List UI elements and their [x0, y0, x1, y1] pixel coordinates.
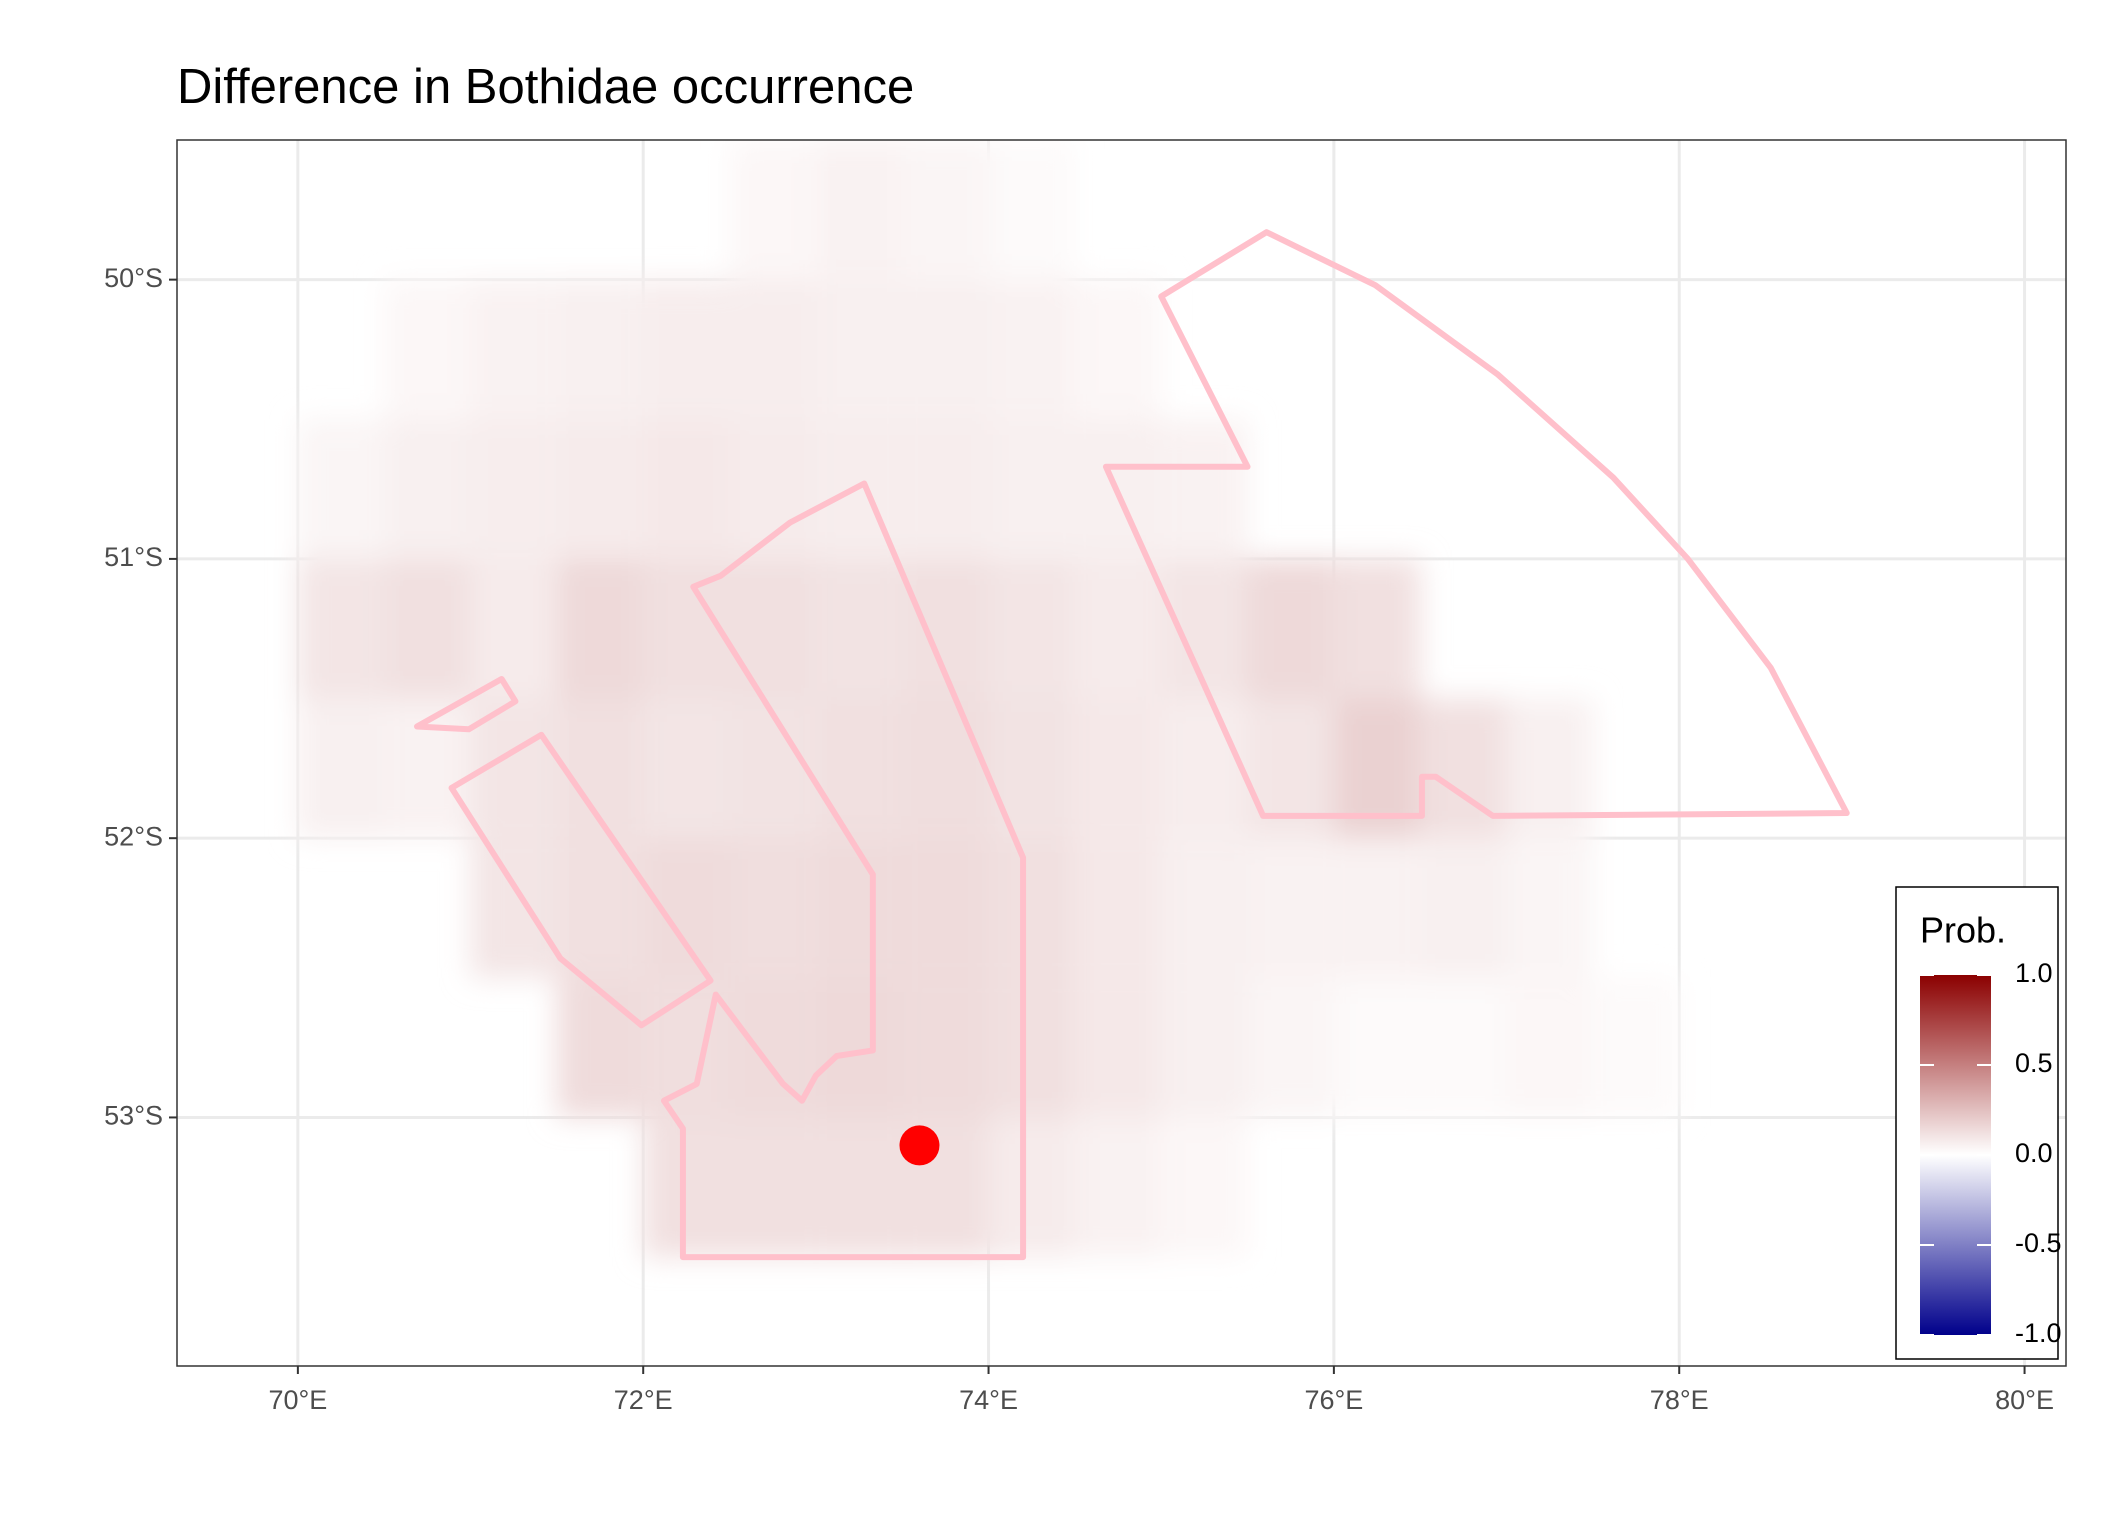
raster-cell	[1074, 279, 1162, 420]
raster-cell	[988, 279, 1075, 420]
raster-cell	[1074, 558, 1162, 699]
y-tick-label: 53°S	[104, 1101, 163, 1131]
raster	[297, 140, 1680, 1258]
raster-cell	[902, 838, 989, 978]
raster-cell	[1420, 977, 1507, 1118]
raster-cell	[643, 1117, 730, 1258]
raster-cell	[729, 558, 816, 699]
raster-cell	[384, 419, 471, 559]
raster-cell	[297, 558, 385, 699]
raster-cell	[1333, 977, 1421, 1118]
raster-cell	[988, 838, 1075, 978]
raster-cell	[556, 419, 644, 559]
raster-cell	[643, 558, 730, 699]
x-tick-label: 74°E	[959, 1385, 1018, 1415]
raster-cell	[1074, 698, 1162, 839]
raster-cell	[470, 558, 557, 699]
raster-cell	[1247, 977, 1334, 1118]
x-tick-label: 70°E	[268, 1385, 327, 1415]
raster-cell	[384, 558, 471, 699]
raster-cell	[556, 279, 644, 420]
raster-cell	[1506, 977, 1593, 1118]
raster-cell	[470, 838, 557, 978]
x-tick-label: 80°E	[1995, 1385, 2054, 1415]
raster-cell	[815, 977, 903, 1118]
raster-cell	[1161, 838, 1248, 978]
raster-cell	[470, 279, 557, 420]
x-tick-label: 72°E	[614, 1385, 673, 1415]
raster-cell	[1247, 558, 1334, 699]
raster-cell	[815, 698, 903, 839]
raster-cell	[1592, 977, 1680, 1118]
raster-cell	[1161, 1117, 1248, 1258]
raster-cell	[729, 698, 816, 839]
raster-cell	[902, 698, 989, 839]
region-outline	[448, 731, 714, 1029]
raster-cell	[1333, 558, 1421, 699]
raster-cell	[988, 1117, 1075, 1258]
y-tick-label: 51°S	[104, 542, 163, 572]
y-tick-label: 50°S	[104, 263, 163, 293]
raster-cell	[729, 977, 816, 1118]
axes: 70°E 72°E 74°E 76°E 78°E 80°E 50°S 51°S 52°S 53°S	[104, 263, 2054, 1415]
raster-cell	[1074, 1117, 1162, 1258]
legend-tick-label: -0.5	[2015, 1228, 2062, 1258]
raster-cell	[1074, 977, 1162, 1118]
raster-cell	[1333, 838, 1421, 978]
region-outline	[414, 675, 519, 733]
legend-tick-label: 0.0	[2015, 1138, 2053, 1168]
raster-cell	[902, 977, 989, 1118]
raster-cell	[902, 140, 989, 280]
legend-tick-label: -1.0	[2015, 1318, 2062, 1348]
raster-cell	[729, 1117, 816, 1258]
regions	[414, 229, 1850, 1261]
legend-tick-label: 1.0	[2015, 958, 2053, 988]
raster-cell	[556, 977, 644, 1118]
raster-cell	[729, 140, 816, 280]
legend-title: Prob.	[1920, 910, 2006, 951]
raster-cell	[384, 279, 471, 420]
raster-cell	[815, 140, 903, 280]
raster-cell	[643, 698, 730, 839]
raster-cell	[729, 838, 816, 978]
chart-title: Difference in Bothidae occurrence	[177, 60, 914, 114]
raster-cell	[815, 1117, 903, 1258]
raster-cell	[815, 558, 903, 699]
raster-cell	[815, 838, 903, 978]
station-point	[899, 1125, 940, 1166]
region-outline	[660, 480, 1027, 1261]
raster-cell	[1161, 698, 1248, 839]
raster-cell	[902, 279, 989, 420]
raster-cell	[1506, 838, 1593, 978]
raster-cell	[902, 419, 989, 559]
y-tick-label: 52°S	[104, 821, 163, 851]
region-outline	[1102, 229, 1850, 819]
raster-cell	[988, 140, 1075, 280]
raster-cell	[815, 279, 903, 420]
raster-cell	[470, 419, 557, 559]
raster-cell	[297, 698, 385, 839]
raster-cell	[988, 558, 1075, 699]
raster-cell	[1247, 838, 1334, 978]
raster-cell	[643, 838, 730, 978]
raster-cell	[556, 558, 644, 699]
legend-tick-label: 0.5	[2015, 1048, 2053, 1078]
raster-cell	[643, 279, 730, 420]
raster-cell	[988, 977, 1075, 1118]
raster-cell	[729, 279, 816, 420]
raster-cell	[1074, 838, 1162, 978]
raster-cell	[1161, 977, 1248, 1118]
x-tick-label: 76°E	[1304, 1385, 1363, 1415]
legend: Prob. 1.0 0.5 0.0 -0.5 -1.0	[1895, 886, 2062, 1360]
x-tick-label: 78°E	[1650, 1385, 1709, 1415]
panel-border	[176, 139, 2067, 1367]
raster-cell	[297, 419, 385, 559]
raster-cell	[1420, 838, 1507, 978]
raster-cell	[988, 698, 1075, 839]
raster-cell	[1161, 558, 1248, 699]
raster-cell	[988, 419, 1075, 559]
raster-cell	[643, 419, 730, 559]
